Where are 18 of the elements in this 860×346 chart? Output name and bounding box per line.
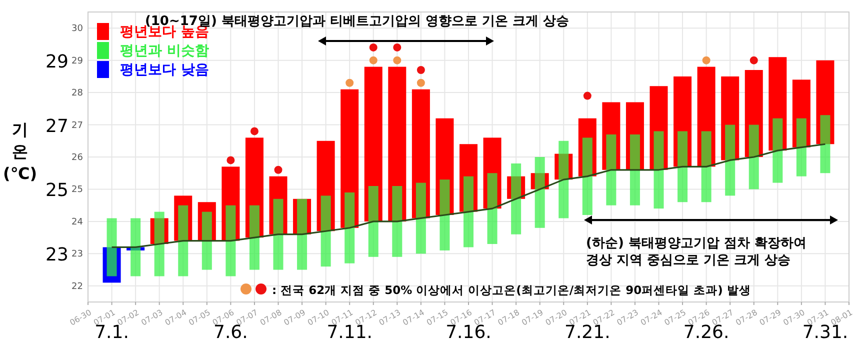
y-tick-label: 22 xyxy=(72,282,83,292)
annotation: : 전국 62개 지점 중 50% 이상에서 이상고온(최고기온/최저기온 90퍼센타일 초과) 발생 xyxy=(272,283,751,297)
y-tick-label: 29 xyxy=(72,56,84,66)
y-tick-label: 30 xyxy=(72,24,84,34)
y2-tick-label: 23 xyxy=(46,244,68,266)
y-tick-label: 28 xyxy=(72,88,84,99)
y-tick-label: 24 xyxy=(72,217,84,228)
y2-tick-label: 29 xyxy=(46,51,68,72)
y2-tick-label: 25 xyxy=(46,180,68,202)
y-tick-label: 25 xyxy=(72,185,83,196)
annotation: (하순) 북태평양고기압 점차 확장하여 경상 지역 중심으로 기온 크게 상승 xyxy=(586,236,806,268)
legend-label: 평년보다 낮음 xyxy=(120,62,209,78)
legend-label: 평년과 비슷함 xyxy=(120,43,209,59)
y-tick-label: 23 xyxy=(72,250,83,260)
y2-tick-label: 27 xyxy=(46,116,68,137)
y-tick-label: 26 xyxy=(72,153,84,163)
ylabel: 기온 (℃) xyxy=(3,120,37,183)
y-tick-label: 27 xyxy=(72,120,83,131)
